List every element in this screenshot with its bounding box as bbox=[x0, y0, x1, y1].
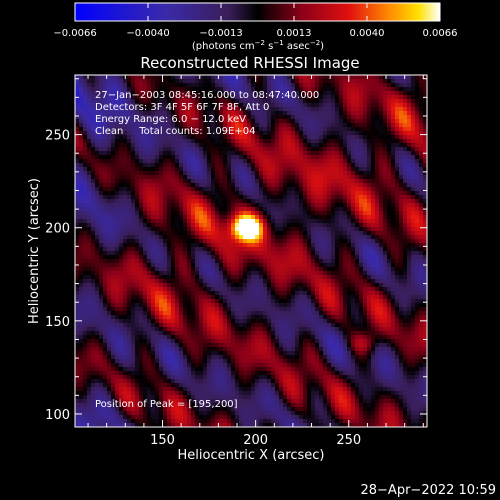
x-tick-label: 250 bbox=[336, 433, 361, 448]
x-tick-label: 200 bbox=[243, 433, 268, 448]
footer-timestamp: 28−Apr−2022 10:59 bbox=[361, 483, 497, 498]
x-axis-title: Heliocentric X (arcsec) bbox=[178, 448, 325, 463]
y-axis-title: Heliocentric Y (arcsec) bbox=[27, 178, 42, 324]
colorbar-tick-label: 0.0040 bbox=[350, 28, 385, 39]
y-tick-label: 250 bbox=[45, 129, 70, 144]
colorbar-gradient bbox=[74, 2, 441, 22]
x-tick-label: 150 bbox=[150, 433, 175, 448]
info-line-time: 27−Jan−2003 08:45:16.000 to 08:47:40.000 bbox=[95, 90, 319, 101]
y-tick-label: 100 bbox=[45, 408, 70, 423]
colorbar-tick-label: −0.0013 bbox=[199, 28, 242, 39]
axis-tick-labels: 150 200 250 100 150 200 250 bbox=[45, 129, 361, 448]
chart-title: Reconstructed RHESSI Image bbox=[140, 54, 359, 72]
info-annotation: 27−Jan−2003 08:45:16.000 to 08:47:40.000… bbox=[95, 90, 319, 137]
colorbar-tick-label: 0.0066 bbox=[423, 28, 458, 39]
colorbar: −0.0066 −0.0040 −0.0013 0.0013 0.0040 0.0066 … bbox=[53, 2, 458, 52]
plot-frame bbox=[74, 74, 428, 428]
heatmap-canvas bbox=[75, 75, 427, 427]
axis-ticks bbox=[75, 75, 427, 427]
info-line-energy: Energy Range: 6.0 − 12.0 keV bbox=[95, 114, 246, 125]
info-line-detectors: Detectors: 3F 4F 5F 6F 7F 8F, Att 0 bbox=[95, 102, 269, 113]
y-tick-label: 200 bbox=[45, 222, 70, 237]
colorbar-tick-label: −0.0040 bbox=[126, 28, 169, 39]
colorbar-tick-label: −0.0066 bbox=[53, 28, 96, 39]
colorbar-units: (photons cm−2 s−1 asec−2) bbox=[192, 39, 324, 52]
colorbar-ticks: −0.0066 −0.0040 −0.0013 0.0013 0.0040 0.0066 bbox=[53, 3, 458, 39]
colorbar-tick-label: 0.0013 bbox=[277, 28, 312, 39]
heatmap bbox=[75, 75, 427, 427]
peak-position-label: Position of Peak = [195,200] bbox=[95, 399, 238, 410]
info-line-clean: Clean Total counts: 1.09E+04 bbox=[95, 126, 255, 137]
y-tick-label: 150 bbox=[45, 315, 70, 330]
